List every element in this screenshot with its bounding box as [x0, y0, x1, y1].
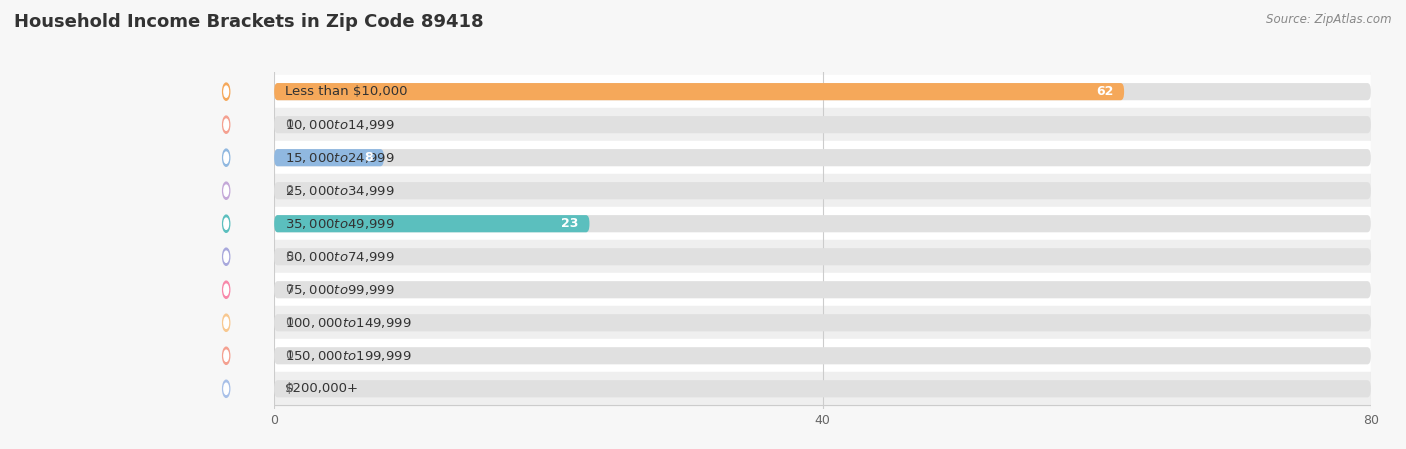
Text: $25,000 to $34,999: $25,000 to $34,999 [285, 184, 395, 198]
Circle shape [222, 347, 229, 364]
Bar [274, 141, 1371, 174]
FancyBboxPatch shape [274, 314, 1371, 331]
Text: Less than $10,000: Less than $10,000 [285, 85, 408, 98]
Bar [274, 108, 1371, 141]
Circle shape [222, 149, 229, 166]
FancyBboxPatch shape [274, 182, 1371, 199]
Circle shape [222, 248, 229, 265]
Text: 0: 0 [285, 316, 292, 329]
FancyBboxPatch shape [274, 380, 1371, 397]
Text: 62: 62 [1095, 85, 1114, 98]
Bar [274, 75, 1371, 108]
Circle shape [224, 119, 229, 130]
Text: 0: 0 [285, 382, 292, 395]
Circle shape [222, 281, 229, 298]
FancyBboxPatch shape [274, 215, 1371, 232]
Circle shape [222, 215, 229, 232]
Bar [274, 207, 1371, 240]
Text: $35,000 to $49,999: $35,000 to $49,999 [285, 217, 395, 231]
Text: Household Income Brackets in Zip Code 89418: Household Income Brackets in Zip Code 89… [14, 13, 484, 31]
Circle shape [224, 218, 229, 229]
Circle shape [224, 383, 229, 394]
Text: 0: 0 [285, 250, 292, 263]
Text: $150,000 to $199,999: $150,000 to $199,999 [285, 349, 412, 363]
Bar [274, 240, 1371, 273]
FancyBboxPatch shape [274, 83, 1125, 100]
FancyBboxPatch shape [274, 83, 1371, 100]
Bar [274, 372, 1371, 405]
Circle shape [222, 182, 229, 199]
FancyBboxPatch shape [274, 215, 589, 232]
Circle shape [222, 116, 229, 133]
Text: $15,000 to $24,999: $15,000 to $24,999 [285, 151, 395, 165]
Bar [274, 273, 1371, 306]
Circle shape [224, 152, 229, 163]
Text: 23: 23 [561, 217, 578, 230]
Circle shape [224, 350, 229, 361]
Circle shape [222, 314, 229, 331]
Circle shape [224, 185, 229, 196]
Circle shape [222, 83, 229, 100]
Text: $200,000+: $200,000+ [285, 382, 359, 395]
Bar [274, 306, 1371, 339]
Text: $50,000 to $74,999: $50,000 to $74,999 [285, 250, 395, 264]
Circle shape [224, 251, 229, 262]
Text: $100,000 to $149,999: $100,000 to $149,999 [285, 316, 412, 330]
Text: 0: 0 [285, 283, 292, 296]
Circle shape [224, 317, 229, 328]
Circle shape [222, 380, 229, 397]
Text: Source: ZipAtlas.com: Source: ZipAtlas.com [1267, 13, 1392, 26]
FancyBboxPatch shape [274, 149, 1371, 166]
FancyBboxPatch shape [274, 116, 1371, 133]
FancyBboxPatch shape [274, 281, 1371, 298]
Bar [274, 174, 1371, 207]
Text: 0: 0 [285, 184, 292, 197]
Circle shape [224, 284, 229, 295]
Text: 0: 0 [285, 118, 292, 131]
Text: $10,000 to $14,999: $10,000 to $14,999 [285, 118, 395, 132]
Text: $75,000 to $99,999: $75,000 to $99,999 [285, 283, 395, 297]
Bar [274, 339, 1371, 372]
Circle shape [224, 86, 229, 97]
Text: 0: 0 [285, 349, 292, 362]
FancyBboxPatch shape [274, 248, 1371, 265]
Text: 8: 8 [364, 151, 373, 164]
FancyBboxPatch shape [274, 149, 384, 166]
FancyBboxPatch shape [274, 347, 1371, 364]
